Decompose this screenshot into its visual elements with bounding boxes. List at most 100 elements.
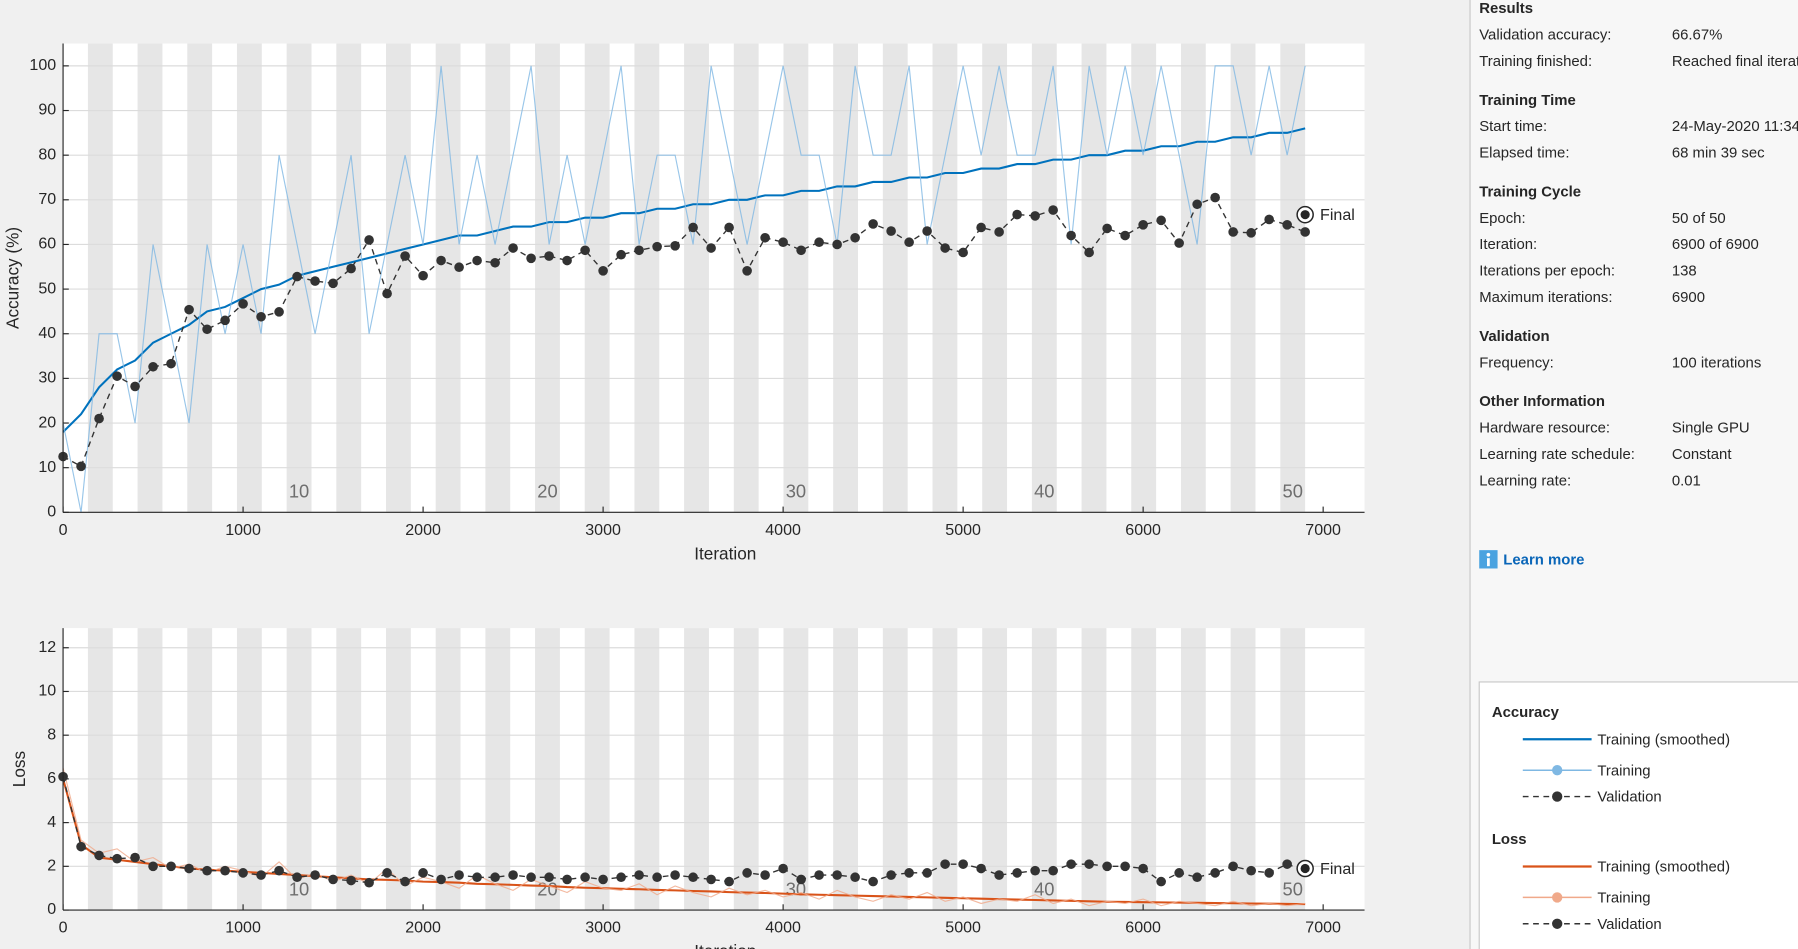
validation-point: [508, 870, 518, 880]
x-axis-label: Iteration: [694, 543, 756, 563]
validation-point: [1246, 865, 1256, 876]
validation-point: [778, 863, 788, 874]
validation-point: [1102, 223, 1112, 234]
series-line: [62, 776, 1306, 884]
y-tick-label: 4: [47, 813, 56, 831]
epoch-band: [1031, 628, 1057, 911]
validation-point: [202, 865, 212, 876]
legend-marker: [1552, 765, 1563, 776]
info-value: 100 iterations: [1672, 355, 1761, 371]
validation-point: [580, 245, 590, 256]
validation-point: [1066, 230, 1076, 241]
info-label: Elapsed time:: [1479, 146, 1569, 162]
validation-point: [1264, 868, 1274, 878]
x-tick-label: 0: [59, 919, 68, 937]
section-title: Results: [1479, 1, 1533, 17]
validation-point: [616, 249, 626, 260]
validation-point: [1066, 859, 1076, 869]
validation-point: [220, 315, 230, 326]
validation-point: [634, 870, 644, 880]
y-tick-label: 40: [38, 324, 56, 342]
validation-point: [346, 263, 356, 274]
final-label: Final: [1320, 860, 1355, 878]
legend-box: [1478, 681, 1798, 949]
validation-point: [832, 870, 842, 880]
y-tick-label: 50: [38, 279, 56, 297]
validation-point: [292, 872, 302, 883]
validation-point: [1138, 863, 1148, 874]
validation-point: [346, 875, 356, 886]
validation-point: [796, 245, 806, 256]
epoch-band: [634, 628, 660, 911]
epoch-band: [1180, 628, 1206, 911]
learn-more-link[interactable]: Learn more: [1479, 550, 1584, 569]
epoch-band: [733, 628, 759, 911]
learn-more[interactable]: Learn more: [1503, 552, 1584, 568]
epoch-band: [833, 628, 859, 911]
validation-point: [310, 870, 320, 880]
validation-point: [868, 876, 878, 887]
epoch-band: [435, 628, 461, 911]
validation-point: [1228, 227, 1238, 237]
validation-point: [1282, 859, 1292, 869]
validation-point: [382, 868, 392, 878]
validation-point: [256, 311, 266, 322]
epoch-label: 50: [1283, 481, 1303, 502]
validation-point: [670, 870, 680, 880]
legend-label: Validation: [1597, 917, 1661, 933]
info-label: Iterations per epoch:: [1479, 264, 1615, 280]
epoch-label: 40: [1034, 481, 1054, 502]
validation-point: [1156, 215, 1166, 226]
validation-point: [1210, 192, 1220, 203]
info-value: 6900: [1672, 290, 1705, 306]
legend-label: Training (smoothed): [1597, 732, 1730, 748]
validation-point: [1030, 211, 1040, 221]
validation-point: [166, 358, 176, 369]
epoch-band: [783, 43, 809, 513]
validation-point: [850, 232, 860, 243]
y-tick-label: 30: [38, 369, 56, 387]
info-value: 24-May-2020 11:34: [1672, 119, 1798, 135]
epoch-band: [982, 628, 1008, 911]
epoch-band: [485, 628, 511, 911]
validation-point: [130, 852, 140, 863]
epoch-band: [733, 43, 759, 513]
y-tick-label: 0: [47, 503, 56, 521]
info-label: Hardware resource:: [1479, 421, 1610, 437]
epoch-band: [882, 43, 908, 513]
epoch-band: [386, 43, 411, 513]
x-tick-label: 4000: [765, 521, 801, 539]
epoch-label: 40: [1034, 878, 1054, 899]
validation-point: [1192, 872, 1202, 883]
series-line: [62, 778, 1306, 906]
info-label: Validation accuracy:: [1479, 27, 1611, 43]
validation-point: [814, 870, 824, 880]
epoch-band: [1031, 43, 1057, 513]
validation-point: [76, 461, 86, 472]
x-tick-label: 7000: [1305, 919, 1341, 937]
y-tick-label: 70: [38, 190, 56, 208]
legend-title: Loss: [1492, 832, 1527, 848]
section-title: Training Time: [1479, 93, 1576, 109]
validation-point: [238, 299, 248, 309]
epoch-band: [833, 43, 859, 513]
validation-point: [364, 877, 374, 888]
validation-point: [994, 227, 1004, 237]
validation-point: [166, 861, 176, 872]
epoch-band: [187, 628, 213, 911]
x-tick-label: 2000: [405, 521, 441, 539]
validation-point: [1228, 861, 1238, 872]
validation-point: [688, 872, 698, 883]
validation-point: [760, 870, 770, 880]
validation-point: [1030, 865, 1040, 876]
validation-point: [1102, 861, 1112, 872]
info-label: Frequency:: [1479, 355, 1554, 371]
y-axis-label: Loss: [9, 751, 29, 787]
validation-point: [328, 278, 338, 289]
validation-point: [634, 245, 644, 256]
x-tick-label: 3000: [585, 521, 621, 539]
epoch-band: [1131, 43, 1157, 513]
epoch-band: [982, 43, 1008, 513]
x-tick-label: 1000: [225, 919, 261, 937]
x-tick-label: 5000: [945, 919, 981, 937]
